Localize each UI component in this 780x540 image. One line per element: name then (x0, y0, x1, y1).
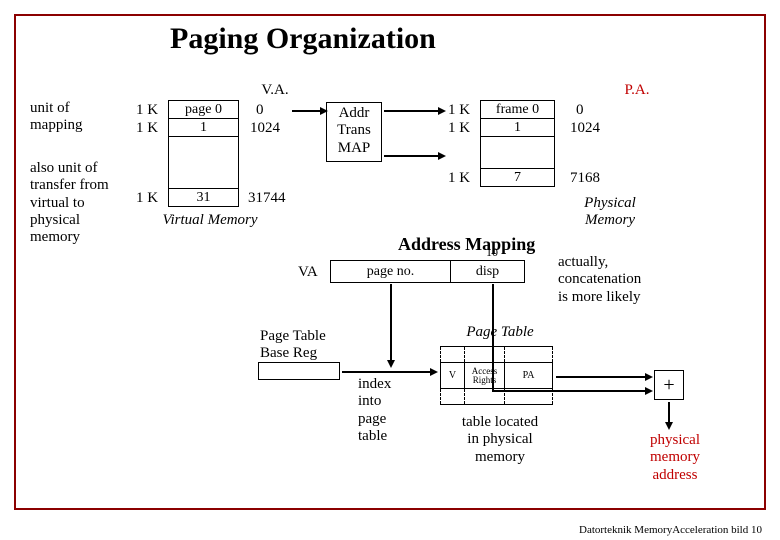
vm-addr-2: 31744 (248, 190, 286, 207)
pm-addr-2: 7168 (570, 170, 600, 187)
vm-size-0: 1 K (136, 102, 158, 119)
arrow-map-to-pm-top (384, 110, 442, 112)
virtual-memory-label: Virtual Memory (150, 212, 270, 229)
disp-bits: 10 (486, 246, 498, 259)
pm-frame-1: 1 (481, 119, 555, 137)
index-into-label: index into page table (358, 376, 391, 445)
pt-r2-c0 (441, 389, 465, 405)
vm-addr-1: 1024 (250, 120, 280, 137)
arrow-map-to-pm-bot-head (438, 152, 446, 160)
pm-size-0: 1 K (448, 102, 470, 119)
pt-r0-c0 (441, 347, 465, 363)
plus-box: + (654, 370, 684, 400)
pm-gap (481, 137, 555, 169)
arrow-pageno-down-head (387, 360, 395, 368)
arrow-pageno-down (390, 284, 392, 364)
pm-size-2: 1 K (448, 170, 470, 187)
footer-text: Datorteknik MemoryAcceleration bild 10 (579, 524, 762, 536)
phys-mem-addr-label: physical memory address (630, 432, 720, 484)
addr-trans-map-box: Addr Trans MAP (326, 102, 382, 162)
pm-frame-7: 7 (481, 169, 555, 187)
pm-frame-0: frame 0 (481, 101, 555, 119)
table-located-label: table located in physical memory (440, 414, 560, 466)
page-table-base-reg-label: Page Table Base Reg (260, 328, 326, 363)
pm-addr-1: 1024 (570, 120, 600, 137)
arrow-vm-to-map-head (320, 107, 328, 115)
vm-size-1: 1 K (136, 120, 158, 137)
va-page-no: page no. (331, 261, 451, 283)
virtual-memory-table: page 0 1 31 (168, 100, 239, 207)
arrow-map-to-pm-bot (384, 155, 442, 157)
va-box: page no. disp (330, 260, 525, 283)
arrow-map-to-pm-top-head (438, 107, 446, 115)
vm-page-1: 1 (169, 119, 239, 137)
actually-note: actually, concatenation is more likely (558, 254, 641, 306)
pt-r0-c1 (465, 347, 505, 363)
va-header: V.A. (250, 82, 300, 99)
label-also-unit: also unit of transfer from virtual to ph… (30, 160, 109, 246)
arrow-plus-down-head (665, 422, 673, 430)
pt-r0-c2 (505, 347, 553, 363)
arrow-pa-to-plus-head (645, 373, 653, 381)
arrow-basereg-h (342, 371, 434, 373)
address-mapping-heading: Address Mapping (398, 234, 535, 255)
page-table-box: V Access Rights PA (440, 346, 553, 405)
physical-memory-label: Physical Memory (560, 195, 660, 230)
arrow-basereg-head (430, 368, 438, 376)
physical-memory-table: frame 0 1 7 (480, 100, 555, 187)
vm-gap (169, 137, 239, 189)
pt-r2-c2 (505, 389, 553, 405)
pt-r2-c1 (465, 389, 505, 405)
vm-size-2: 1 K (136, 190, 158, 207)
page-title: Paging Organization (170, 22, 436, 56)
vm-page-0: page 0 (169, 101, 239, 119)
vm-page-31: 31 (169, 189, 239, 207)
pm-size-1: 1 K (448, 120, 470, 137)
va-disp: disp (451, 261, 525, 283)
arrow-disp-plus-head (645, 387, 653, 395)
label-unit-of-mapping: unit of mapping (30, 100, 83, 135)
pa-header: P.A. (612, 82, 662, 99)
pt-access: Access Rights (465, 363, 505, 389)
pt-v: V (441, 363, 465, 389)
pt-pa: PA (505, 363, 553, 389)
page-table-base-reg-box (258, 362, 340, 380)
arrow-pa-to-plus (556, 376, 650, 378)
page-table-heading: Page Table (440, 324, 560, 341)
va-label: VA (298, 264, 318, 281)
vm-addr-0: 0 (256, 102, 264, 119)
pm-addr-0: 0 (576, 102, 584, 119)
